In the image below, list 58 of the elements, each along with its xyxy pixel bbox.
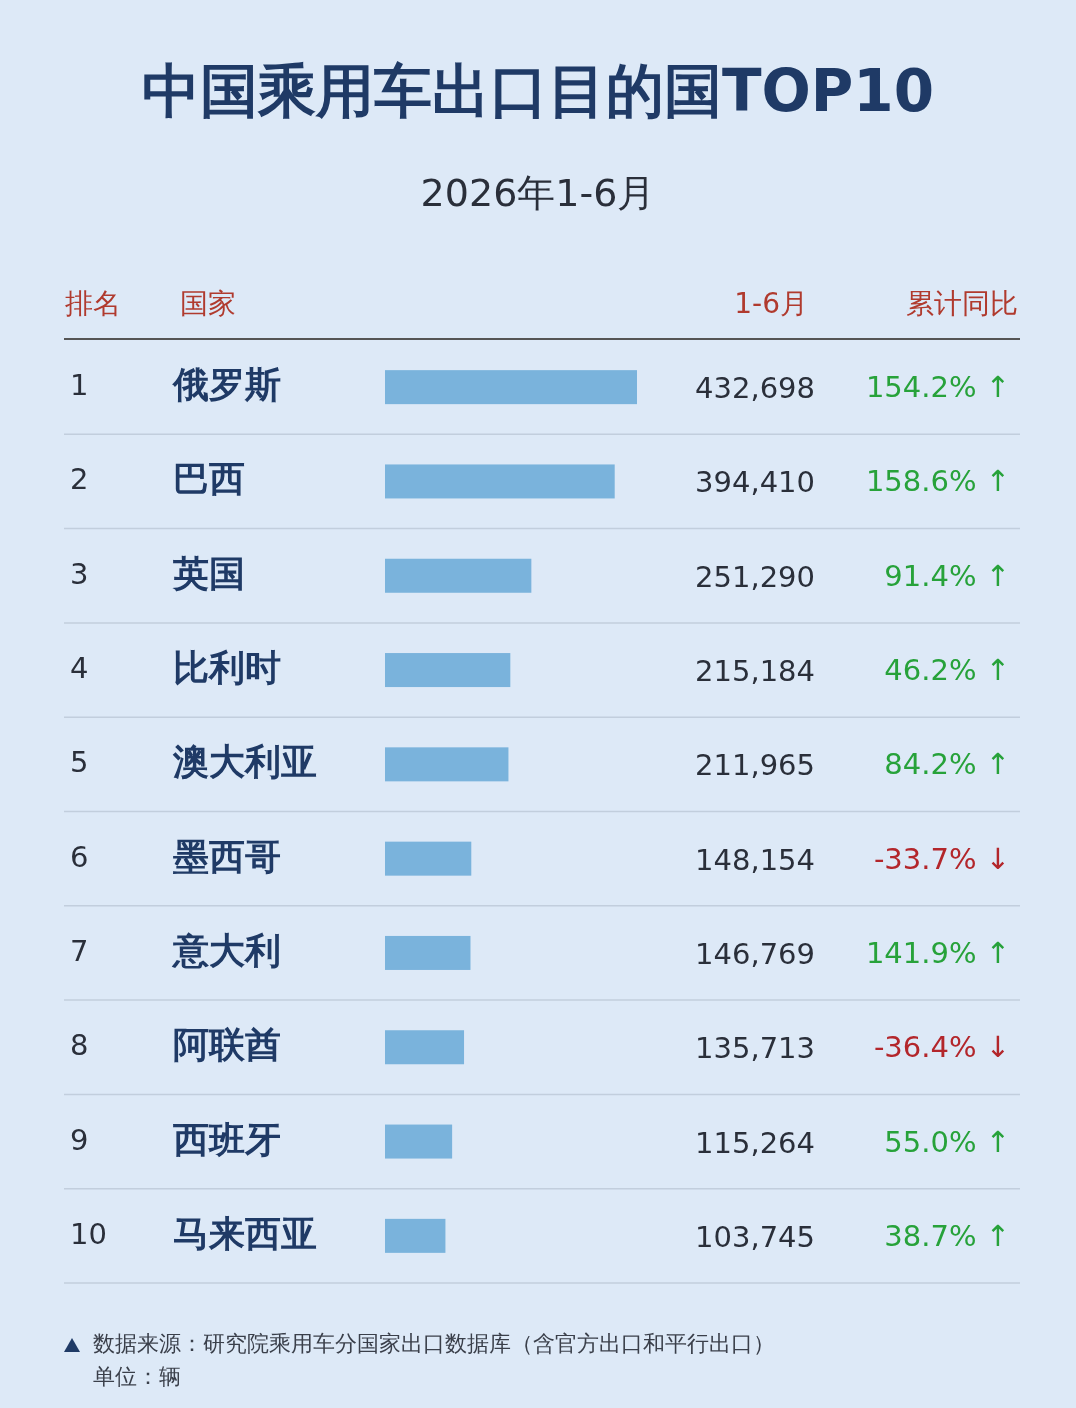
text: 6	[70, 839, 89, 874]
text: 8	[70, 1028, 89, 1063]
bar	[385, 653, 511, 688]
text: 4	[70, 651, 89, 686]
text: 10	[70, 1216, 107, 1251]
data-label: 215,184	[695, 654, 815, 689]
text: 累计同比	[906, 287, 1018, 320]
bar	[385, 841, 472, 876]
y-tick-label: 墨西哥	[172, 835, 281, 877]
data-label: 135,713	[695, 1031, 815, 1066]
source-note: 数据来源：研究院乘用车分国家出口数据库（含官方出口和平行出口）	[93, 1331, 775, 1356]
text: 46.2% ↑	[884, 653, 1010, 688]
text: 154.2% ↑	[865, 370, 1010, 405]
text: 158.6% ↑	[865, 464, 1010, 499]
text: 141.9% ↑	[865, 935, 1010, 970]
data-label: 432,698	[695, 371, 815, 406]
y-tick-label: 比利时	[173, 647, 281, 689]
data-label: 211,965	[695, 748, 815, 783]
text: 排名	[65, 287, 121, 320]
bar	[385, 747, 509, 782]
text: 1-6月	[734, 287, 808, 320]
data-label: 146,769	[695, 936, 815, 971]
bar	[385, 464, 615, 499]
text: 3	[70, 556, 89, 591]
data-label: 103,745	[695, 1219, 815, 1254]
text: -33.7% ↓	[873, 841, 1010, 876]
text: 单位：辆	[93, 1364, 181, 1389]
y-tick-label: 澳大利亚	[172, 741, 317, 783]
text: 国家	[180, 287, 236, 320]
text: 91.4% ↑	[884, 558, 1010, 593]
text: 7	[70, 933, 89, 968]
text: 55.0% ↑	[884, 1124, 1010, 1159]
text: 5	[70, 745, 89, 780]
chart-subtitle: 2026年1-6月	[420, 170, 656, 215]
text: 38.7% ↑	[884, 1218, 1010, 1253]
data-label: 115,264	[695, 1125, 815, 1160]
y-tick-label: 巴西	[173, 458, 245, 500]
bar	[385, 558, 532, 593]
chart-title: 中国乘用车出口目的国TOP10	[141, 57, 935, 126]
y-tick-label: 俄罗斯	[171, 364, 281, 406]
y-tick-label: 英国	[172, 552, 245, 594]
y-tick-label: 马来西亚	[173, 1212, 317, 1254]
text: -36.4% ↓	[873, 1030, 1010, 1065]
text: 9	[70, 1122, 89, 1157]
bar	[385, 370, 637, 405]
text: 84.2% ↑	[884, 747, 1010, 782]
data-label: 394,410	[695, 465, 815, 500]
bar	[385, 1124, 453, 1159]
data-label: 148,154	[695, 842, 815, 877]
data-label: 251,290	[695, 559, 815, 594]
bar	[385, 1218, 446, 1253]
y-tick-label: 西班牙	[172, 1118, 281, 1160]
y-tick-label: 意大利	[171, 929, 281, 971]
bar	[385, 1030, 465, 1065]
text: 1	[70, 368, 89, 403]
y-tick-label: 阿联酋	[173, 1024, 281, 1066]
text: 2	[70, 462, 89, 497]
bar	[385, 935, 471, 970]
